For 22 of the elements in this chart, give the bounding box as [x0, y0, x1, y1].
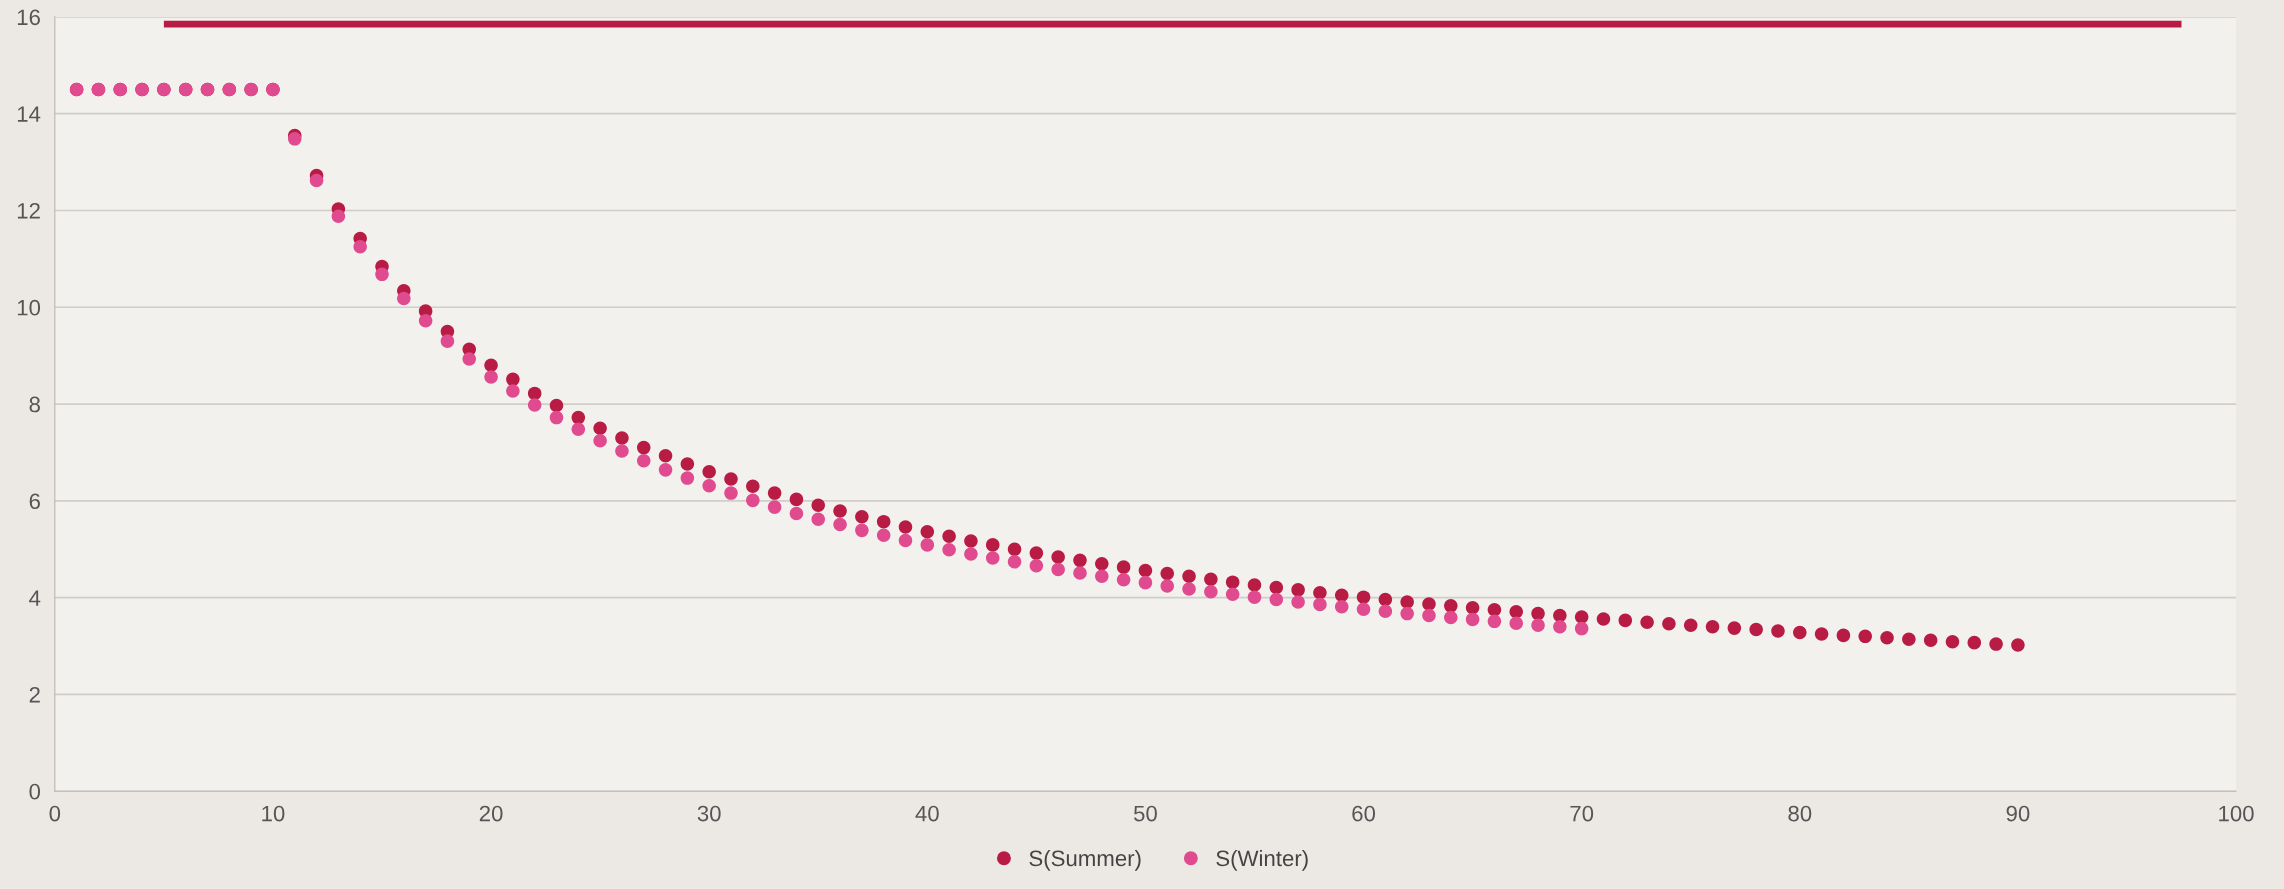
x-tick-label: 90: [2006, 805, 2030, 822]
legend-label: S(Winter): [1216, 849, 1308, 871]
x-tick-label: 50: [1133, 805, 1157, 822]
y-tick-label: 2: [29, 686, 40, 703]
y-tick-label: 14: [17, 106, 41, 122]
y-tick-label: 10: [17, 299, 41, 316]
y-tick-label: 0: [29, 783, 41, 800]
x-tick-label: 10: [262, 805, 285, 822]
x-tick-label: 40: [915, 805, 939, 822]
x-tick-label: 20: [479, 805, 503, 822]
y-tick-label: 16: [17, 9, 40, 26]
x-tick-label: 70: [1570, 805, 1594, 822]
x-tick-label: 0: [49, 805, 61, 822]
x-tick-label: 80: [1788, 805, 1812, 822]
y-tick-label: 4: [29, 590, 41, 606]
x-tick-label: 60: [1352, 805, 1376, 822]
y-tick-label: 8: [29, 396, 40, 413]
x-tick-label: 30: [697, 805, 721, 822]
x-tick-label: 100: [2219, 805, 2254, 822]
y-tick-label: 12: [17, 203, 40, 219]
legend-label: S(Summer): [1029, 849, 1141, 871]
y-tick-label: 6: [29, 493, 40, 510]
